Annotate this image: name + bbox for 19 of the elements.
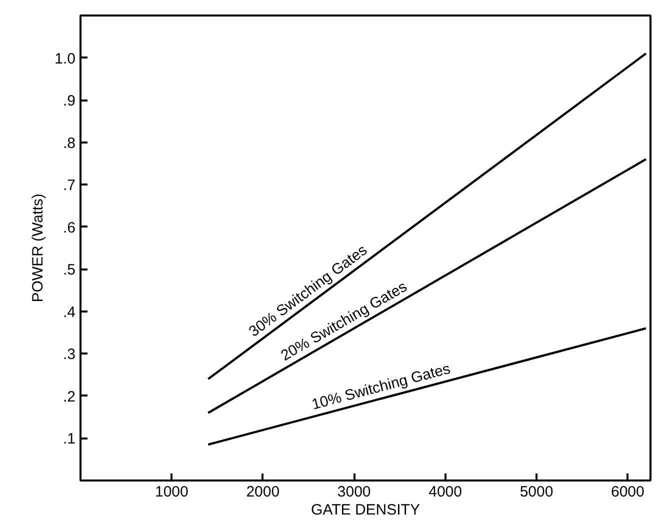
y-tick-label: .9 (62, 92, 76, 110)
y-axis-title: POWER (Watts) (30, 194, 47, 302)
x-tick-label: 3000 (337, 484, 371, 500)
text: 10% Switching Gates (310, 360, 452, 414)
y-tick-label: .8 (62, 134, 76, 152)
x-axis-title: GATE DENSITY (311, 502, 420, 518)
y-tick-label: 1.0 (54, 50, 76, 68)
y-tick-label: .7 (62, 177, 76, 194)
y-tick-label: .3 (62, 346, 76, 364)
x-tick-label: 5000 (520, 484, 554, 500)
x-tick-label: 1000 (155, 484, 188, 500)
y-tick-label: .2 (62, 388, 76, 406)
x-tick-label: 6000 (611, 484, 644, 500)
y-tick-label: .4 (62, 304, 76, 321)
x-tick-label: 4000 (428, 484, 462, 500)
x-tick-label: 2000 (246, 484, 280, 500)
y-tick-label: .5 (62, 262, 76, 279)
y-tick-label: .6 (62, 219, 76, 236)
y-tick-label: .1 (62, 430, 76, 448)
